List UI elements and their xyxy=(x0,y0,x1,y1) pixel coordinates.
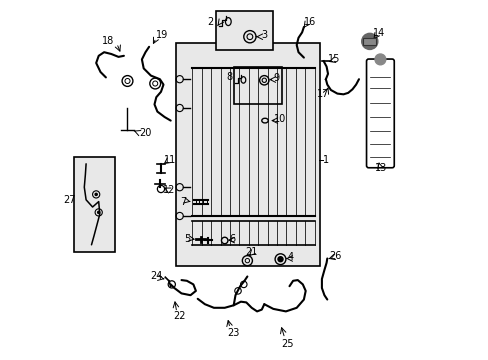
FancyBboxPatch shape xyxy=(233,67,282,104)
Text: 1: 1 xyxy=(322,155,328,165)
Text: 25: 25 xyxy=(281,339,293,349)
FancyBboxPatch shape xyxy=(73,157,115,252)
Text: 16: 16 xyxy=(304,17,316,27)
FancyBboxPatch shape xyxy=(366,59,393,168)
Text: 10: 10 xyxy=(274,114,286,124)
Circle shape xyxy=(95,193,97,195)
Text: 13: 13 xyxy=(374,163,386,174)
Text: 20: 20 xyxy=(139,128,151,138)
FancyBboxPatch shape xyxy=(215,11,273,50)
Circle shape xyxy=(374,54,385,65)
Text: 2: 2 xyxy=(207,17,213,27)
Text: 26: 26 xyxy=(328,251,341,261)
Text: 15: 15 xyxy=(327,54,339,64)
Text: 8: 8 xyxy=(226,72,232,82)
Circle shape xyxy=(277,257,283,262)
Text: 21: 21 xyxy=(245,247,257,257)
Text: 14: 14 xyxy=(372,28,384,39)
Text: 24: 24 xyxy=(150,271,162,282)
Text: 11: 11 xyxy=(163,155,175,165)
Text: 9: 9 xyxy=(273,73,280,83)
Circle shape xyxy=(361,33,377,49)
Text: 23: 23 xyxy=(226,328,239,338)
FancyBboxPatch shape xyxy=(176,43,320,266)
Text: 18: 18 xyxy=(102,36,114,46)
Text: 4: 4 xyxy=(287,252,293,262)
Text: 22: 22 xyxy=(173,311,185,321)
Text: 5: 5 xyxy=(183,234,190,244)
Circle shape xyxy=(98,211,100,213)
Text: 6: 6 xyxy=(229,234,235,244)
Text: 7: 7 xyxy=(180,197,186,207)
FancyBboxPatch shape xyxy=(363,38,375,45)
Text: 27: 27 xyxy=(63,195,75,205)
Text: 19: 19 xyxy=(155,30,167,40)
Text: 12: 12 xyxy=(163,185,176,195)
Text: 3: 3 xyxy=(261,30,267,40)
Text: 17: 17 xyxy=(316,89,328,99)
